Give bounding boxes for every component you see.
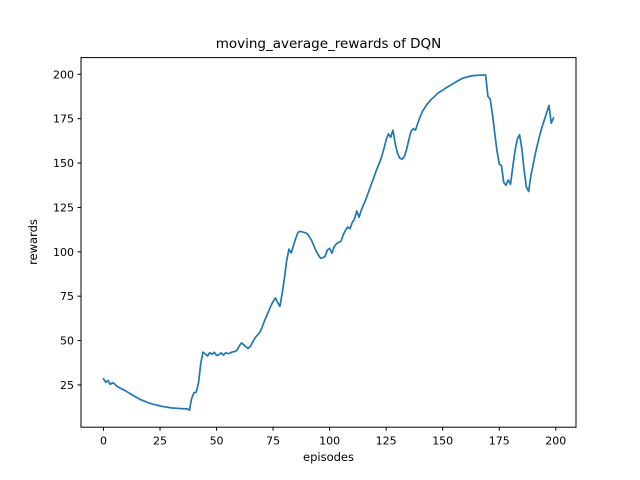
- chart-title: moving_average_rewards of DQN: [215, 36, 442, 52]
- y-tick-label: 50: [60, 335, 74, 348]
- x-tick-label: 50: [210, 435, 224, 448]
- y-tick-label: 150: [53, 157, 74, 170]
- x-tick-label: 200: [545, 435, 566, 448]
- x-axis-label: episodes: [303, 450, 354, 464]
- reward-line: [102, 74, 555, 412]
- x-tick-label: 125: [376, 435, 397, 448]
- y-tick-label: 100: [53, 246, 74, 259]
- x-tick-label: 0: [100, 435, 107, 448]
- y-tick-label: 200: [53, 68, 74, 81]
- y-tick-label: 75: [60, 290, 74, 303]
- x-tick-label: 100: [319, 435, 340, 448]
- axes-spines: [80, 57, 577, 428]
- x-tick-label: 175: [489, 435, 510, 448]
- x-tick-label: 150: [432, 435, 453, 448]
- y-tick-label: 175: [53, 113, 74, 126]
- y-tick-label: 125: [53, 201, 74, 214]
- x-tick-label: 75: [266, 435, 280, 448]
- y-axis-label: rewards: [26, 219, 40, 265]
- y-tick-label: 25: [60, 379, 74, 392]
- x-tick-label: 25: [153, 435, 167, 448]
